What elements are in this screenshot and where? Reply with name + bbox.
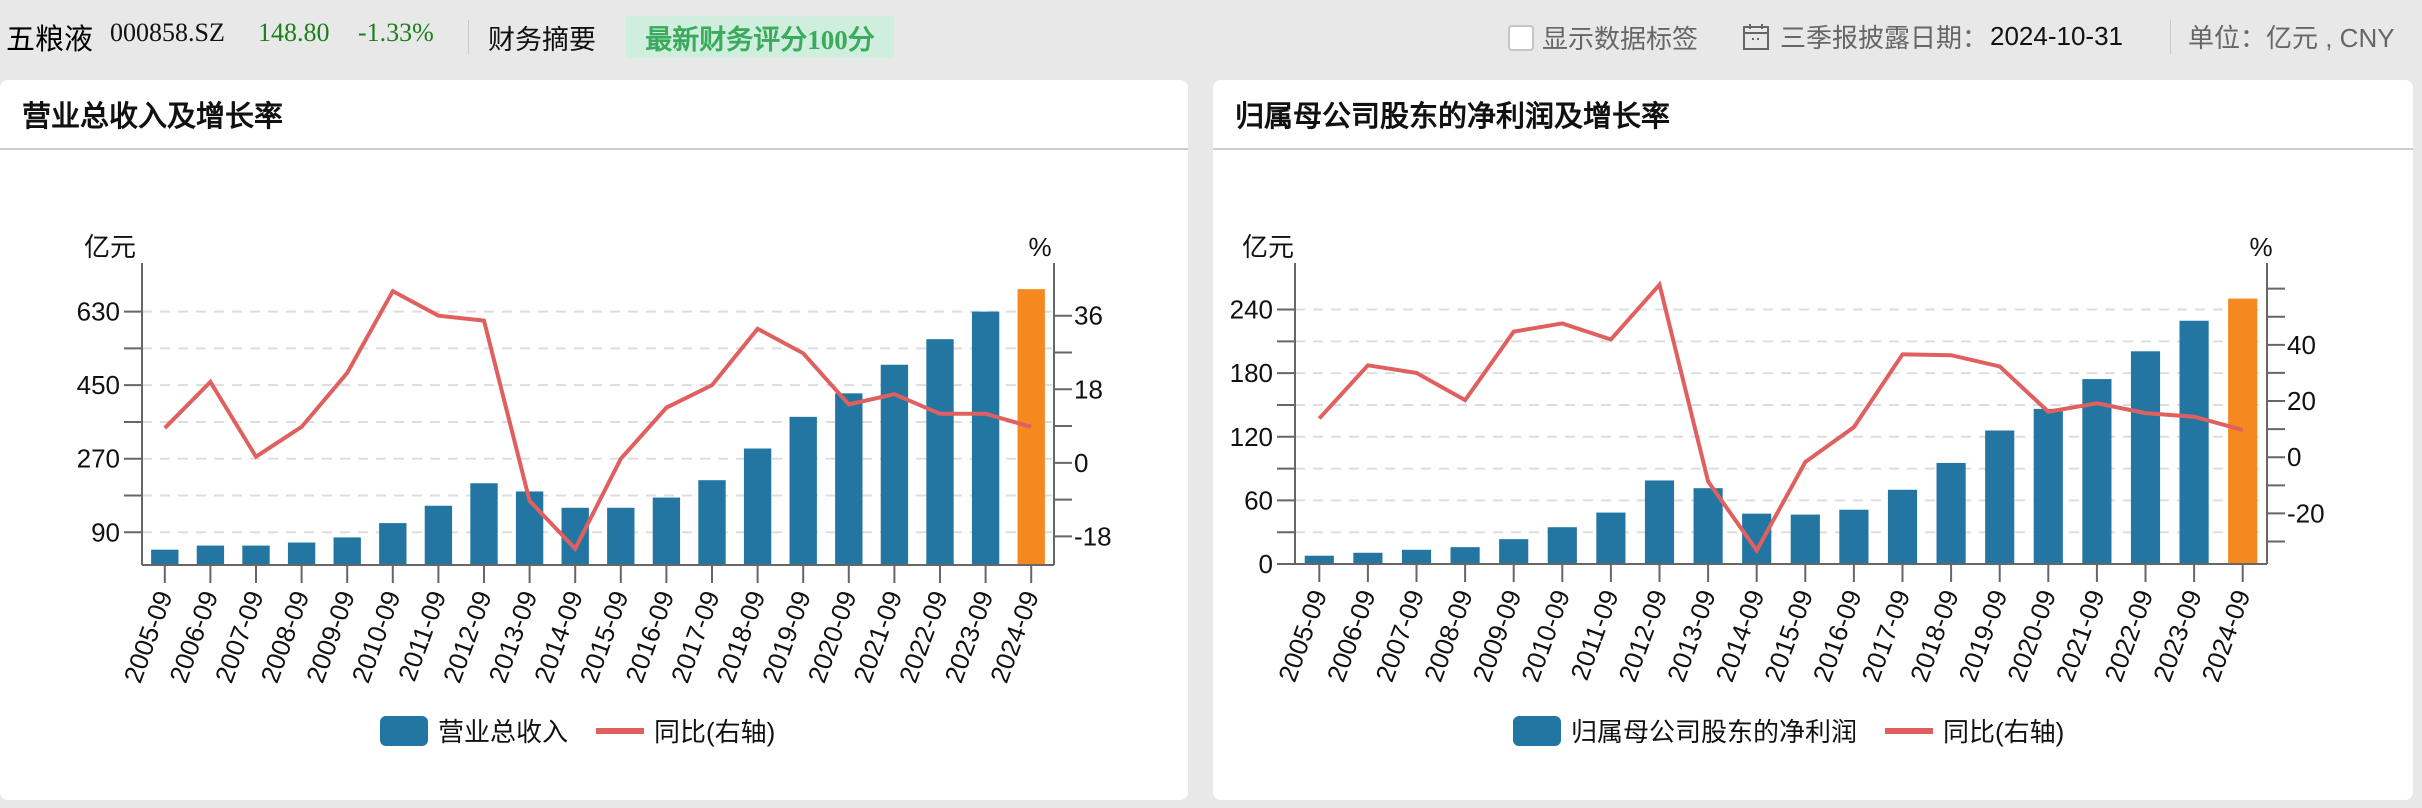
- bar[interactable]: [333, 537, 361, 565]
- divider: [2170, 20, 2171, 54]
- revenue-chart: 亿元 %90270450630-18018362005-092006-092007…: [77, 232, 1112, 687]
- net-profit-panel: 归属母公司股东的净利润及增长率 亿元% 0 60 120 180 240 -20 0 20 40 2…: [1213, 80, 2413, 800]
- panel-title: 归属母公司股东的净利润及增长率: [1213, 80, 2413, 150]
- bar[interactable]: [1887, 489, 1918, 564]
- y-right-unit-label: %: [1028, 232, 1051, 262]
- bar[interactable]: [1693, 488, 1723, 564]
- net-profit-chart: 亿元 %060120180240-20020402005-092006-09200…: [1230, 232, 2325, 686]
- price-change: -1.33%: [358, 18, 434, 47]
- panel-title: 营业总收入及增长率: [0, 80, 1188, 150]
- bar[interactable]: [789, 416, 817, 565]
- y-left-tick-label: 120: [1230, 422, 1273, 452]
- legend-bar-label[interactable]: 营业总收入: [438, 717, 569, 747]
- bar[interactable]: [1596, 512, 1626, 564]
- bar[interactable]: [242, 545, 270, 565]
- y-left-tick-label: 180: [1230, 358, 1273, 388]
- y-left-tick-label: 240: [1230, 295, 1273, 325]
- y-right-tick-label: 40: [2287, 330, 2316, 360]
- y-right-tick-label: 36: [1074, 301, 1103, 331]
- bar[interactable]: [1790, 514, 1820, 564]
- legend-bar-swatch[interactable]: [1513, 715, 1561, 746]
- bar[interactable]: [1499, 539, 1529, 564]
- yoy-line[interactable]: [1317, 280, 2244, 555]
- revenue-panel: 营业总收入及增长率 亿元% 90 270 450 630 -18 0 18 36 2005-09 2…: [0, 80, 1188, 800]
- bar[interactable]: [1450, 547, 1480, 564]
- legend-bar-swatch[interactable]: [380, 715, 428, 746]
- bar[interactable]: [196, 545, 225, 565]
- y-right-tick-label: -20: [2287, 498, 2325, 528]
- calendar-icon: [1743, 23, 1769, 50]
- bar[interactable]: [470, 483, 498, 565]
- bar[interactable]: [698, 480, 726, 565]
- y-left-tick-label: 0: [1259, 549, 1273, 579]
- show-data-labels-checkbox[interactable]: [1508, 24, 1534, 51]
- show-data-labels-label: 显示数据标签: [1542, 24, 1699, 54]
- stock-code: 000858.SZ: [110, 18, 225, 47]
- stock-name: 五粮液: [6, 24, 94, 56]
- bar[interactable]: [835, 393, 863, 565]
- bar[interactable]: [151, 549, 179, 565]
- yoy-line[interactable]: [163, 288, 1032, 553]
- legend-line-label[interactable]: 同比(右轴): [654, 717, 776, 747]
- bar[interactable]: [2033, 408, 2063, 564]
- bar[interactable]: [607, 507, 635, 565]
- bar[interactable]: [1547, 527, 1577, 564]
- bar[interactable]: [652, 497, 681, 565]
- legend-line-swatch[interactable]: [1885, 727, 1934, 734]
- y-left-unit-label: 亿元: [84, 232, 136, 262]
- bar[interactable]: [2179, 320, 2209, 564]
- y-right-tick-label: 20: [2287, 386, 2316, 416]
- y-right-unit-label: %: [2249, 232, 2272, 262]
- y-left-tick-label: 90: [91, 517, 120, 547]
- bar[interactable]: [926, 339, 954, 565]
- chart-legend: 营业总收入 同比(右轴): [380, 712, 775, 749]
- bar[interactable]: [2082, 379, 2112, 564]
- top-bar: 五粮液 000858.SZ 148.80 -1.33% 财务摘要 最新财务评分1…: [0, 0, 2422, 72]
- y-left-unit-label: 亿元: [1242, 232, 1294, 262]
- bar[interactable]: [2228, 298, 2258, 564]
- legend-bar-label[interactable]: 归属母公司股东的净利润: [1571, 717, 1858, 747]
- y-left-tick-label: 630: [77, 297, 120, 327]
- y-right-tick-label: 0: [1074, 448, 1088, 478]
- y-left-tick-label: 450: [77, 370, 120, 400]
- bar[interactable]: [1304, 555, 1334, 564]
- legend-line-label[interactable]: 同比(右轴): [1943, 717, 2065, 747]
- bar[interactable]: [1401, 549, 1432, 564]
- y-right-tick-label: 18: [1074, 374, 1103, 404]
- bar[interactable]: [1353, 552, 1383, 564]
- score-badge[interactable]: 最新财务评分100分: [626, 16, 894, 58]
- y-right-tick-label: -18: [1074, 521, 1112, 551]
- bar[interactable]: [1644, 480, 1675, 564]
- unit-label: 单位：亿元 , CNY: [2188, 23, 2395, 53]
- bar[interactable]: [424, 505, 453, 565]
- show-data-labels-toggle[interactable]: 显示数据标签: [1508, 19, 1698, 56]
- bar[interactable]: [1017, 289, 1045, 565]
- y-left-tick-label: 60: [1244, 485, 1273, 515]
- disclosure-date-label: 三季报披露日期：: [1780, 23, 1989, 53]
- bar[interactable]: [1936, 462, 1966, 564]
- y-left-tick-label: 270: [77, 444, 120, 474]
- bar[interactable]: [971, 311, 1000, 565]
- divider: [468, 20, 469, 54]
- bar[interactable]: [1839, 509, 1869, 564]
- bar[interactable]: [2130, 351, 2161, 564]
- bar[interactable]: [1985, 430, 2015, 564]
- disclosure-date-value: 2024-10-31: [1990, 21, 2124, 51]
- bar[interactable]: [287, 542, 316, 565]
- legend-line-swatch[interactable]: [596, 727, 645, 734]
- disclosure-date: 三季报披露日期： 2024-10-31: [1742, 18, 2123, 55]
- y-right-tick-label: 0: [2287, 442, 2301, 472]
- bar[interactable]: [379, 523, 407, 565]
- bar[interactable]: [743, 448, 772, 565]
- financial-summary-tab[interactable]: 财务摘要: [488, 25, 596, 55]
- stock-price: 148.80: [258, 18, 330, 47]
- chart-legend: 归属母公司股东的净利润 同比(右轴): [1513, 712, 2064, 749]
